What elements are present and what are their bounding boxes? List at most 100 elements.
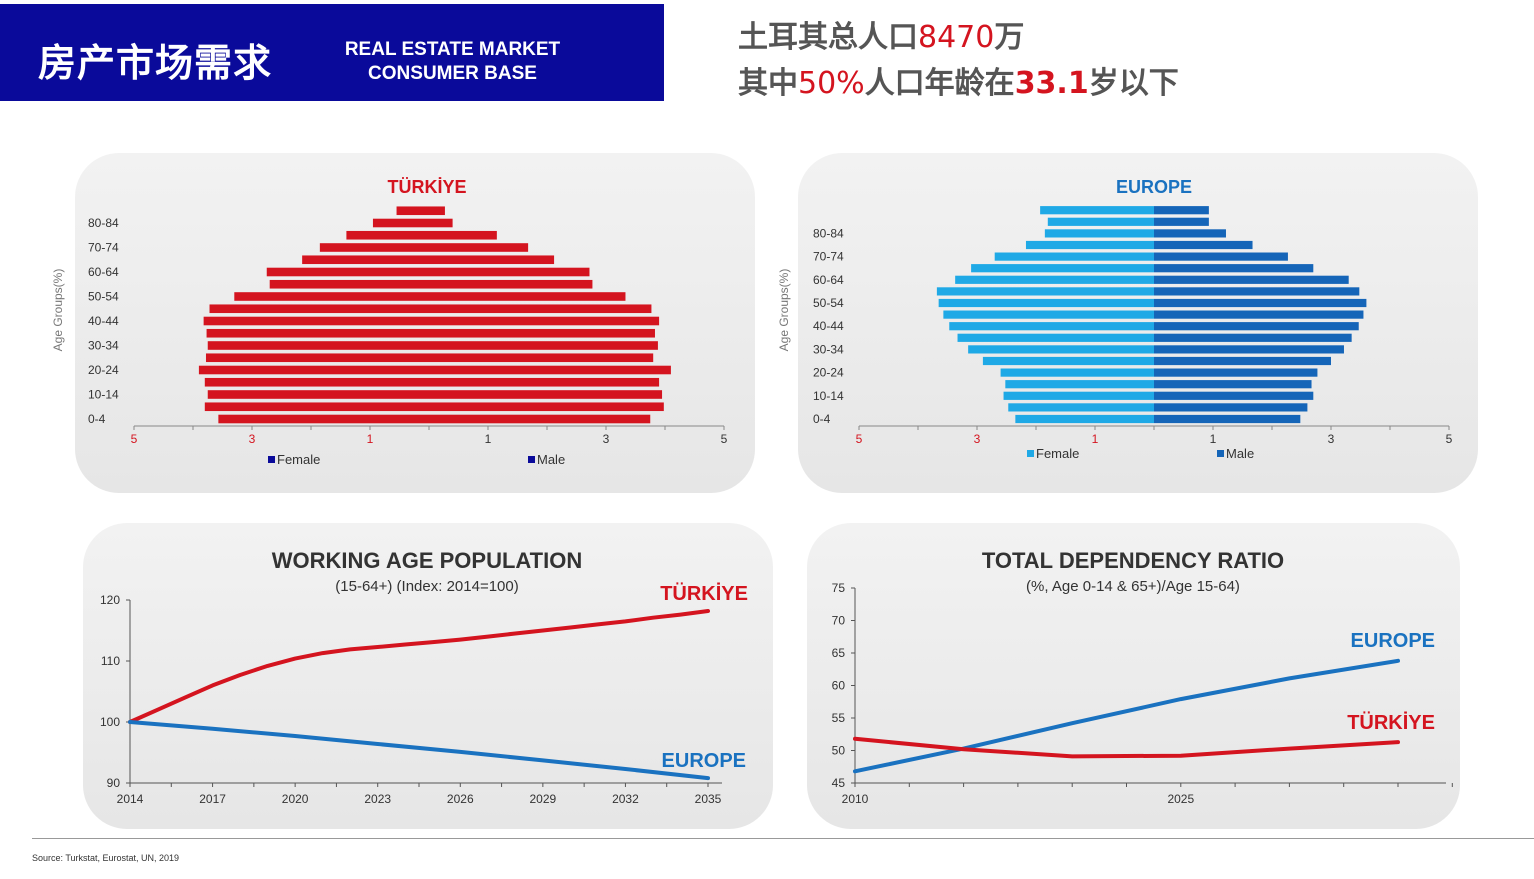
turkiye-pyramid-bar-male	[429, 365, 671, 375]
europe-pyramid-bar-female	[1008, 403, 1154, 412]
dependency-y-tick-label: 75	[832, 581, 846, 595]
header-banner: 房产市场需求 REAL ESTATE MARKET CONSUMER BASE	[0, 4, 664, 101]
europe-pyramid-y-tick-label: 0-4	[813, 412, 831, 426]
turkiye-pyramid-bar-male	[429, 414, 651, 424]
working-age-series-label-europe: EUROPE	[662, 750, 746, 772]
europe-pyramid-bar-male	[1154, 287, 1360, 296]
europe-pyramid-bar-male	[1154, 356, 1331, 366]
headline-line1-text: 土耳其总人口	[738, 20, 918, 55]
europe-pyramid-bar-female	[1040, 206, 1154, 215]
europe-pyramid-bar-male	[1154, 264, 1314, 273]
turkiye-pyramid-legend-male-label: Male	[537, 452, 565, 467]
turkiye-pyramid-y-tick-label: 0-4	[88, 412, 106, 426]
turkiye-pyramid-bar-female	[204, 402, 429, 412]
europe-pyramid-bar-male	[1154, 380, 1312, 389]
europe-pyramid-y-tick-label: 50-54	[813, 296, 844, 310]
europe-pyramid-x-tick-label: 1	[1092, 432, 1099, 446]
dependency-y-tick-label: 55	[832, 711, 846, 725]
europe-pyramid-bar-female	[1003, 391, 1154, 400]
europe-pyramid-bar-female	[1047, 217, 1154, 226]
turkiye-pyramid-bar-male	[429, 402, 664, 412]
turkiye-pyramid-bar-female	[269, 279, 429, 289]
turkiye-pyramid-y-axis-label: Age Groups(%)	[51, 269, 65, 352]
turkiye-pyramid-bar-male	[429, 390, 663, 399]
headline-line2-mid: 人口年龄在	[864, 66, 1015, 101]
dependency-x-tick-label: 2025	[1167, 792, 1194, 806]
turkiye-pyramid-bar-female	[209, 304, 429, 314]
europe-pyramid-y-tick-label: 60-64	[813, 273, 844, 287]
europe-pyramid-x-tick-label: 3	[1328, 432, 1335, 446]
europe-pyramid-y-tick-label: 10-14	[813, 389, 844, 403]
europe-pyramid-bar-male	[1154, 217, 1209, 226]
turkiye-pyramid-bar-female	[218, 414, 429, 424]
turkiye-pyramid-bar-female	[396, 206, 429, 216]
europe-pyramid-bar-male	[1154, 391, 1314, 400]
europe-pyramid-bar-female	[994, 252, 1154, 261]
europe-pyramid-bar-male	[1154, 403, 1308, 412]
working-age-x-tick-label: 2020	[282, 792, 309, 806]
dependency-subtitle: (%, Age 0-14 & 65+)/Age 15-64)	[1026, 578, 1240, 595]
europe-pyramid-bar-female	[1015, 414, 1154, 424]
working-age-y-tick-label: 100	[100, 715, 120, 729]
turkiye-pyramid-bar-male	[429, 267, 590, 277]
europe-pyramid-bar-male	[1154, 345, 1344, 354]
source-divider	[32, 838, 1534, 839]
turkiye-pyramid-x-tick-label: 3	[249, 432, 256, 446]
working-age-title: WORKING AGE POPULATION	[272, 548, 582, 573]
page-title-en-line2: CONSUMER BASE	[368, 63, 537, 84]
europe-pyramid-legend-male-marker	[1217, 450, 1224, 457]
europe-pyramid-x-tick-label: 5	[856, 432, 863, 446]
headline-line2: 其中50%人口年龄在33.1岁以下	[738, 58, 1179, 102]
dependency-panel	[807, 523, 1460, 829]
headline-percent-value: 50%	[798, 66, 865, 101]
turkiye-pyramid-bar-male	[429, 279, 593, 289]
turkiye-pyramid-bar-female	[203, 316, 429, 326]
europe-pyramid-bar-male	[1154, 310, 1364, 319]
dependency-y-tick-label: 45	[832, 776, 846, 790]
europe-pyramid-bar-female	[1025, 240, 1154, 250]
turkiye-pyramid-bar-male	[429, 341, 658, 350]
europe-pyramid-legend-male-label: Male	[1226, 446, 1254, 461]
europe-pyramid-chart-title: EUROPE	[1116, 177, 1192, 197]
turkiye-pyramid-bar-female	[207, 341, 429, 350]
dependency-y-tick-label: 60	[832, 679, 846, 693]
turkiye-pyramid-x-tick-label: 1	[485, 432, 492, 446]
headline-line2-suffix: 岁以下	[1088, 66, 1179, 101]
dependency-y-tick-label: 70	[832, 614, 846, 628]
europe-pyramid-bar-female	[968, 345, 1154, 354]
turkiye-pyramid-y-tick-label: 80-84	[88, 216, 119, 230]
turkiye-pyramid-bar-female	[372, 218, 429, 228]
europe-pyramid-bar-female	[943, 310, 1154, 319]
turkiye-pyramid-bar-female	[205, 353, 429, 363]
europe-pyramid-bar-female	[971, 264, 1154, 273]
turkiye-pyramid-bar-female	[319, 243, 429, 252]
turkiye-pyramid-x-tick-label: 5	[131, 432, 138, 446]
page-title-en-line1: REAL ESTATE MARKET	[344, 39, 561, 60]
turkiye-pyramid-y-tick-label: 50-54	[88, 290, 119, 304]
turkiye-pyramid-x-tick-label: 1	[367, 432, 374, 446]
europe-pyramid-bar-male	[1154, 275, 1349, 284]
europe-pyramid-y-axis-label: Age Groups(%)	[777, 269, 791, 352]
europe-pyramid-x-tick-label: 5	[1446, 432, 1453, 446]
working-age-subtitle: (15-64+) (Index: 2014=100)	[335, 578, 518, 595]
working-age-y-tick-label: 120	[100, 593, 120, 607]
turkiye-pyramid-bar-male	[429, 255, 555, 265]
working-age-line-turkiye	[128, 609, 710, 724]
turkiye-pyramid-y-tick-label: 40-44	[88, 314, 119, 328]
working-age-x-tick-label: 2017	[199, 792, 226, 806]
headline-line1: 土耳其总人口8470万	[738, 12, 1024, 56]
dependency-line-europe	[853, 658, 1400, 774]
turkiye-pyramid-y-tick-label: 20-24	[88, 363, 119, 377]
europe-pyramid-bar-male	[1154, 322, 1359, 331]
europe-pyramid-bar-male	[1154, 414, 1301, 424]
turkiye-pyramid-bar-male	[429, 304, 652, 314]
turkiye-pyramid-y-tick-label: 60-64	[88, 265, 119, 279]
europe-pyramid-bar-female	[1000, 368, 1154, 377]
europe-pyramid-x-tick-label: 1	[1210, 432, 1217, 446]
europe-pyramid-bar-male	[1154, 229, 1226, 238]
turkiye-pyramid-bar-female	[204, 377, 429, 387]
turkiye-pyramid-bar-female	[198, 365, 429, 375]
turkiye-pyramid-bar-male	[429, 206, 445, 216]
europe-pyramid-bar-female	[949, 322, 1154, 331]
source-note: Source: Turkstat, Eurostat, UN, 2019	[32, 853, 180, 863]
